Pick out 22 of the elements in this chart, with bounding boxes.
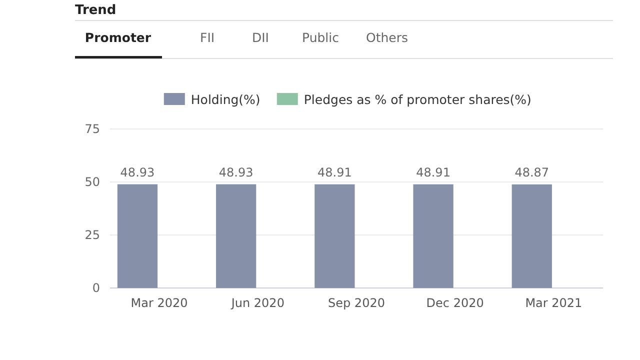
text: Others xyxy=(366,30,408,45)
data-label: 48.87 xyxy=(514,165,550,180)
text: Promoter xyxy=(84,30,152,45)
text: DII xyxy=(252,30,269,45)
x-tick-label: Dec 2020 xyxy=(426,296,484,310)
x-tick-label: Jun 2020 xyxy=(230,296,284,310)
x-tick-label: Mar 2020 xyxy=(130,296,188,310)
data-label: 48.93 xyxy=(218,165,254,180)
text: FII xyxy=(200,30,215,45)
text: Public xyxy=(302,30,340,45)
data-label: 48.93 xyxy=(120,165,155,180)
data-label: 48.91 xyxy=(416,165,450,180)
data-label: 48.91 xyxy=(318,165,352,180)
chart-title: Trend xyxy=(75,3,116,18)
legend-label: Pledges as % of promoter shares(%) xyxy=(304,92,532,107)
y-tick-label: 0 xyxy=(92,281,100,295)
y-tick-label: 50 xyxy=(84,175,100,189)
x-tick-label: Sep 2020 xyxy=(328,296,385,310)
y-tick-label: 25 xyxy=(84,228,100,242)
y-tick-label: 75 xyxy=(84,122,100,136)
x-tick-label: Mar 2021 xyxy=(525,296,582,310)
legend-label: Holding(%) xyxy=(190,92,260,107)
